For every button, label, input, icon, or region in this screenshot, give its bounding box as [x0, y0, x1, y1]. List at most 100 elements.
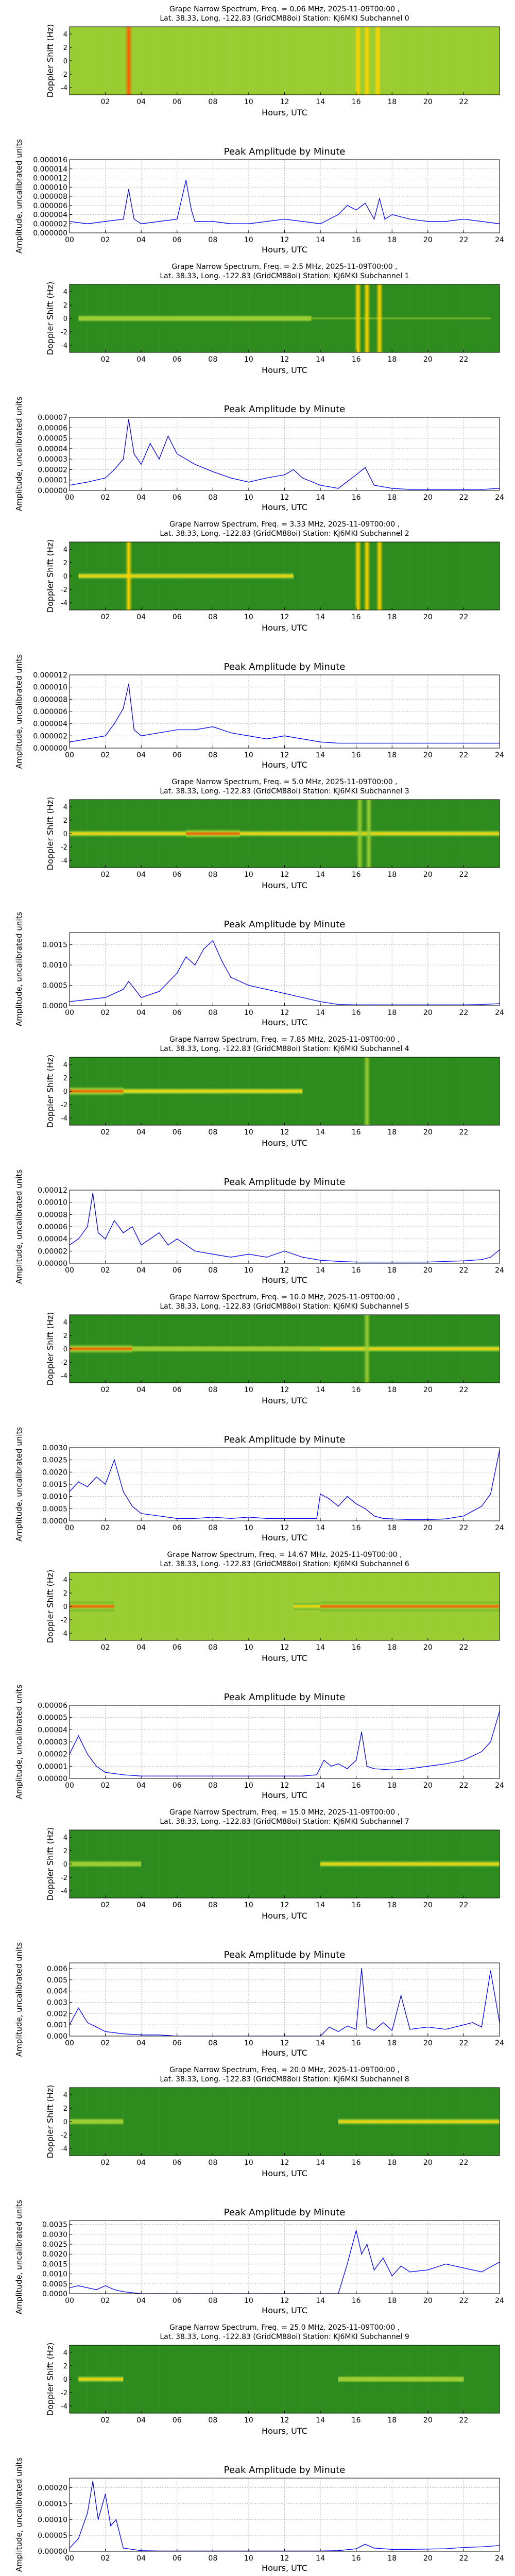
spectrum-xlabel: Hours, UTC: [262, 1138, 307, 1148]
amplitude-data-point: [128, 683, 129, 685]
amplitude-xtick-label: 10: [244, 1524, 253, 1532]
spectrum-xtick-label: 20: [423, 1386, 433, 1394]
amplitude-ylabel: Amplitude, uncalibrated units: [14, 654, 24, 769]
amplitude-data-point: [373, 1515, 375, 1517]
spectrum-xtick-label: 22: [459, 1901, 469, 1909]
amplitude-data-point: [194, 221, 196, 222]
amplitude-xtick-label: 04: [136, 2554, 146, 2563]
amplitude-ytick-label: 0.001: [47, 2021, 67, 2029]
amplitude-data-point: [159, 2035, 160, 2036]
amplitude-xtick-label: 02: [101, 236, 110, 244]
amplitude-xtick-label: 22: [459, 751, 469, 759]
doppler-band-segment: [70, 1601, 114, 1612]
amplitude-xtick-label: 22: [459, 236, 469, 244]
amplitude-data-point: [361, 1968, 362, 1969]
amplitude-data-point: [248, 481, 249, 483]
interference-streak: [365, 800, 373, 868]
spectrum-ytick-label: 2: [63, 2363, 67, 2370]
amplitude-data-point: [230, 1257, 231, 1258]
amplitude-data-point: [355, 1759, 357, 1761]
spectrum-xlabel: Hours, UTC: [262, 1911, 307, 1921]
amplitude-data-point: [194, 1250, 196, 1252]
spectrum-xtick-label: 06: [173, 2159, 182, 2167]
amplitude-data-point: [472, 2022, 473, 2023]
spectrum-subtitle: Lat. 38.33, Long. -122.83 (GridCM88oi) S…: [160, 2333, 409, 2341]
amplitude-xtick-label: 24: [495, 1266, 504, 1275]
amplitude-xtick-label: 04: [136, 1782, 146, 1790]
amplitude-xtick-label: 08: [208, 1009, 217, 1017]
amplitude-data-point: [329, 2026, 330, 2028]
spectrum-xtick-label: 16: [352, 355, 361, 364]
spectrum-xtick-label: 02: [101, 1128, 110, 1137]
amplitude-xtick-label: 14: [316, 2297, 325, 2305]
spectrum-xtick-label: 18: [387, 1128, 397, 1137]
spectrum-xlabel: Hours, UTC: [262, 1396, 307, 1405]
amplitude-data-point: [391, 2549, 393, 2550]
amplitude-xtick-label: 16: [352, 1009, 361, 1017]
amplitude-data-point: [316, 1518, 317, 1519]
amplitude-xtick-label: 16: [352, 236, 361, 244]
spectrum-ytick-label: 4: [63, 1319, 67, 1327]
amplitude-data-point: [230, 477, 231, 479]
spectrum-ytick-label: 2: [63, 1848, 67, 1855]
amplitude-ytick-label: 0.000002: [33, 732, 67, 740]
doppler-band-segment: [338, 2117, 500, 2126]
amplitude-xtick-label: 14: [316, 1009, 325, 1017]
spectrum-ytick-label: -4: [61, 342, 67, 350]
amplitude-data-point: [266, 1257, 267, 1258]
amplitude-data-point: [355, 474, 357, 476]
amplitude-data-point: [302, 1257, 303, 1258]
amplitude-data-point: [347, 2263, 348, 2265]
amplitude-ytick-label: 0.00010: [38, 2516, 67, 2524]
doppler-band-segment: [311, 314, 491, 323]
amplitude-data-point: [316, 1774, 317, 1775]
amplitude-xtick-label: 12: [280, 2039, 289, 2047]
amplitude-ytick-label: 0.0010: [42, 1493, 67, 1501]
amplitude-data-point: [97, 1232, 99, 1233]
amplitude-ytick-label: 0.00002: [38, 1247, 67, 1256]
spectrum-ytick-label: -2: [61, 1617, 67, 1624]
spectrum-xtick-label: 14: [316, 1643, 325, 1652]
spectrum-xtick-label: 04: [136, 1128, 146, 1137]
amplitude-data-point: [445, 1763, 447, 1765]
amplitude-xtick-label: 20: [423, 236, 433, 244]
amplitude-ytick-label: 0.000016: [33, 156, 67, 164]
amplitude-xtick-label: 00: [65, 1266, 74, 1275]
amplitude-data-point: [391, 742, 393, 744]
spectrum-ytick-label: -2: [61, 2389, 67, 2397]
amplitude-data-point: [338, 1261, 339, 1262]
spectrum-xtick-label: 12: [280, 1128, 289, 1137]
amplitude-ytick-label: 0.00003: [38, 455, 67, 464]
spectrum-xtick-label: 08: [208, 2416, 217, 2425]
spectrum-xtick-label: 20: [423, 355, 433, 364]
amplitude-data-point: [383, 1518, 384, 1519]
spectrum-ytick-label: -2: [61, 586, 67, 594]
amplitude-xtick-label: 12: [280, 494, 289, 502]
amplitude-data-point: [409, 2029, 410, 2030]
spectrum-title: Grape Narrow Spectrum, Freq. = 15.0 MHz,…: [169, 1808, 400, 1817]
spectrum-ytick-label: 4: [63, 546, 67, 554]
amplitude-data-point: [481, 1751, 483, 1752]
amplitude-data-point: [159, 459, 160, 460]
spectrum-xtick-label: 20: [423, 1643, 433, 1652]
amplitude-title: Peak Amplitude by Minute: [224, 662, 346, 672]
doppler-band-segment: [70, 829, 500, 838]
amplitude-data-point: [365, 1508, 366, 1510]
amplitude-xtick-label: 20: [423, 2554, 433, 2563]
spectrum-xtick-label: 14: [316, 1901, 325, 1909]
amplitude-data-point: [141, 1775, 142, 1777]
amplitude-data-point: [266, 738, 267, 740]
amplitude-data-point: [427, 2548, 428, 2550]
spectrum-ylabel: Doppler Shift (Hz): [45, 2085, 55, 2159]
amplitude-data-point: [176, 1775, 178, 1777]
amplitude-xtick-label: 16: [352, 494, 361, 502]
amplitude-data-point: [87, 2287, 88, 2289]
amplitude-data-point: [409, 742, 410, 744]
spectrum-xtick-label: 22: [459, 613, 469, 621]
amplitude-xtick-label: 16: [352, 1782, 361, 1790]
amplitude-ytick-label: 0.000008: [33, 696, 67, 704]
amplitude-data-point: [355, 209, 357, 211]
spectrum-ylabel: Doppler Shift (Hz): [45, 1312, 55, 1386]
spectrum-subtitle: Lat. 38.33, Long. -122.83 (GridCM88oi) S…: [160, 1818, 409, 1826]
amplitude-data-point: [87, 481, 88, 483]
